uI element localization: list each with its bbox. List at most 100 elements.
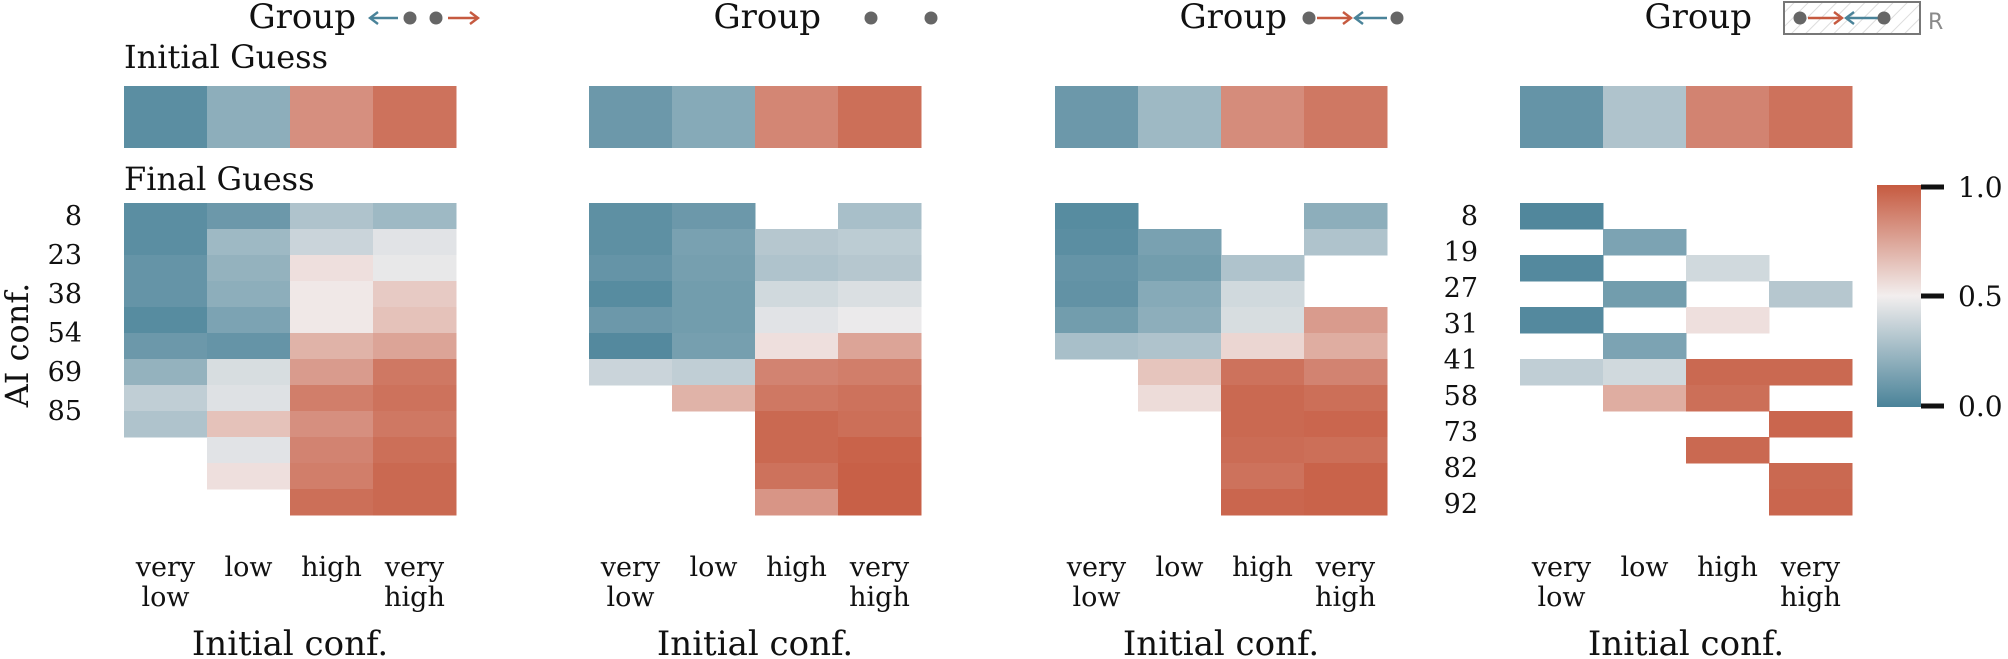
y-tick-label: 54 [48,318,82,349]
final-guess-cell [1055,307,1139,334]
final-guess-cell [1603,385,1687,412]
initial-guess-cell [1304,86,1388,148]
final-guess-cell [290,385,374,412]
final-guess-cell [1769,463,1853,490]
final-guess-cell [672,281,756,308]
x-tick-label: very [135,552,196,583]
final-guess-cell [1304,385,1388,412]
x-tick-label: low [1072,582,1120,613]
initial-guess-cell [1769,86,1853,148]
final-guess-cell [838,203,922,230]
final-guess-cell [373,411,457,438]
final-guess-cell [755,359,839,386]
colorbar: 1.0 0.5 0.0 [1877,171,2003,423]
final-guess-cell [290,203,374,230]
dot-marker [1302,11,1316,25]
group-marker-icon [368,11,480,25]
final-guess-cell [124,359,208,386]
final-guess-cell [838,411,922,438]
final-guess-cell [373,229,457,256]
colorbar-tick-label-max: 1.0 [1958,171,2003,204]
final-guess-cell [672,333,756,360]
final-guess-cell [838,463,922,490]
x-tick-label: high [766,552,827,583]
final-guess-cell [207,203,291,230]
final-guess-cell [838,385,922,412]
initial-guess-cell [755,86,839,148]
final-guess-cell [1138,229,1222,256]
final-guess-cell [1055,333,1139,360]
x-axis-label: Initial conf. [1588,624,1784,659]
y-tick-label: 27 [1444,273,1478,304]
final-guess-cell [373,437,457,464]
group-marker-icon [1302,11,1404,25]
final-guess-cell [755,333,839,360]
final-guess-cell [672,203,756,230]
final-guess-cell [1138,307,1222,334]
x-tick-label: very [384,552,445,583]
initial-guess-label: Initial Guess [124,38,328,76]
y-tick-label: 8 [65,201,82,232]
final-guess-cell [755,411,839,438]
final-guess-cell [290,333,374,360]
final-guess-cell [373,359,457,386]
final-guess-cell [755,437,839,464]
x-axis-label: Initial conf. [1123,624,1319,659]
final-guess-cell [1138,255,1222,282]
final-guess-cell [838,489,922,516]
final-guess-cell [207,229,291,256]
initial-guess-cell [672,86,756,148]
final-guess-cell [290,255,374,282]
y-tick-label: 58 [1444,381,1478,412]
final-guess-cell [290,437,374,464]
final-guess-cell [1138,333,1222,360]
x-tick-label: low [606,582,654,613]
y-tick-label: 73 [1444,417,1478,448]
dot-marker [1793,11,1807,25]
final-guess-cell [589,359,673,386]
final-guess-cell [373,307,457,334]
final-guess-cell [838,281,922,308]
final-guess-cell [589,333,673,360]
x-tick-label: very [1780,552,1841,583]
final-guess-cell [290,489,374,516]
final-guess-cell [1304,437,1388,464]
final-guess-cell [1304,203,1388,230]
dot-marker [403,11,417,25]
x-tick-label: very [1315,552,1376,583]
arrow-head [469,11,480,25]
final-guess-cell [1686,307,1770,334]
initial-guess-cell [124,86,208,148]
final-guess-cell [1686,437,1770,464]
final-guess-cell [1221,489,1305,516]
x-axis-label: Initial conf. [657,624,853,659]
panel-1-group-label: Group [248,0,356,37]
final-guess-cell [1520,307,1604,334]
final-guess-cell [1138,281,1222,308]
final-guess-cell [1055,203,1139,230]
initial-guess-cell [838,86,922,148]
final-guess-cell [1304,229,1388,256]
x-tick-label: low [1620,552,1668,583]
x-tick-label: high [1315,582,1376,613]
initial-guess-cell [1520,86,1604,148]
final-guess-cell [589,307,673,334]
group-marker-icon: R [1783,1,1943,35]
final-guess-cell [1221,307,1305,334]
arrow-head [1353,11,1364,25]
final-guess-cell [373,463,457,490]
initial-guess-cell [207,86,291,148]
final-guess-cell [290,307,374,334]
final-guess-cell [124,411,208,438]
initial-guess-cell [373,86,457,148]
final-guess-cell [1520,255,1604,282]
final-guess-cell [1686,255,1770,282]
arrow-head [1833,11,1844,25]
final-guess-cell [124,281,208,308]
panel-2-group-label: Group [713,0,821,37]
final-guess-cell [1304,333,1388,360]
